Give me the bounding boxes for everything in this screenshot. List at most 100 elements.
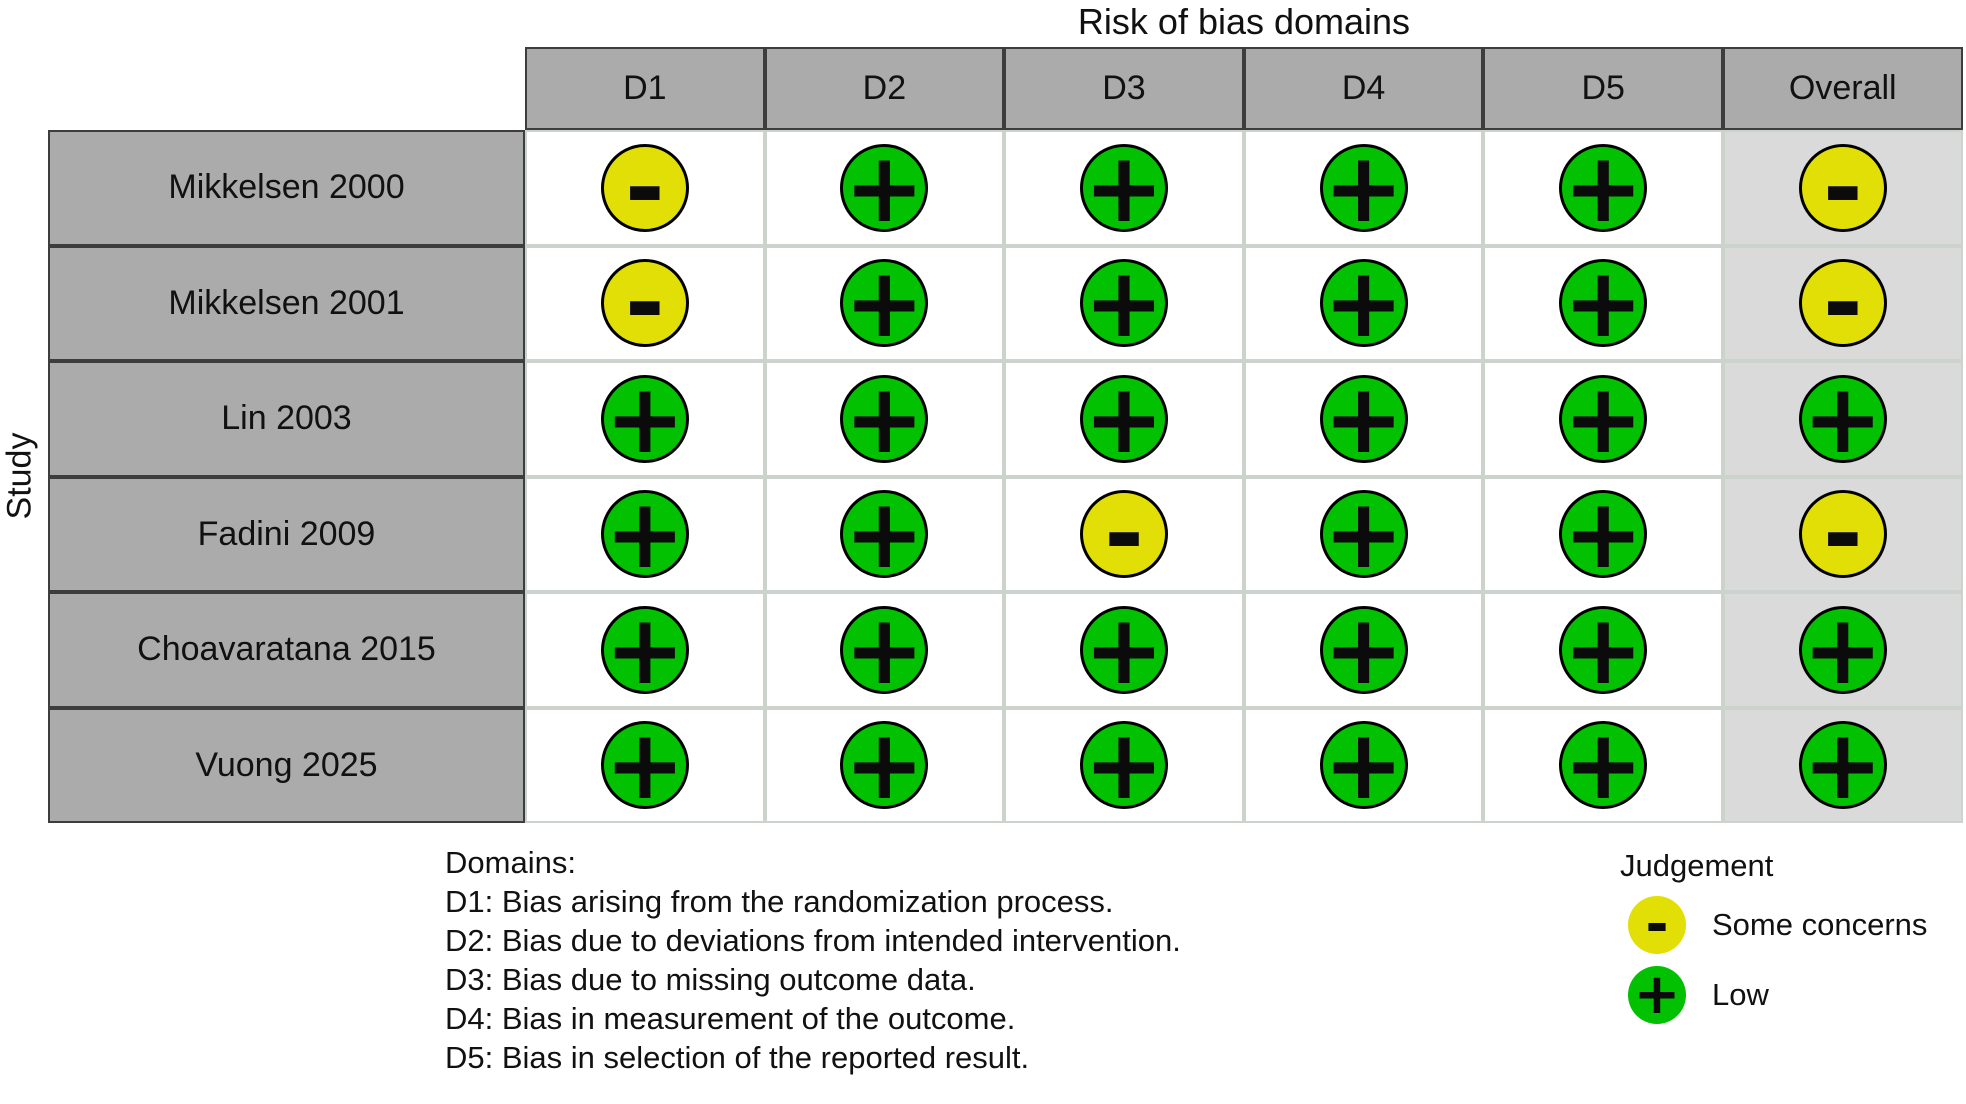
judgement-cell: + [1722,592,1963,708]
judgement-circle-low: + [600,371,689,467]
column-header-overall: Overall [1722,47,1963,130]
judgement-cell: + [1483,130,1723,246]
judgement-circle-some-concerns: - [1798,140,1887,236]
plus-icon: + [1562,247,1644,360]
minus-icon: - [624,247,665,360]
table-corner-spacer [48,47,525,130]
judgement-cell: + [1243,245,1484,361]
plus-icon: + [1323,362,1404,475]
judgement-circle-low: + [1559,486,1648,582]
judgement-cell: + [764,245,1005,361]
judgement-circle-low: + [840,602,929,698]
some-concerns-circle: - [1628,896,1686,954]
plus-icon: + [604,709,686,822]
judgement-circle-some-concerns: - [600,140,689,236]
judgement-cell: + [764,707,1005,823]
legend-item-low: + Low [1620,966,1927,1024]
judgement-cell: + [1483,476,1723,592]
judgement-circle-low: + [840,140,929,236]
judgement-circle-low: + [1319,255,1408,351]
plus-icon: + [1323,131,1404,244]
plus-icon: + [1083,131,1165,244]
plus-icon: + [604,478,686,591]
judgement-cell: + [1483,361,1723,477]
row-header-study: Lin 2003 [48,361,525,477]
plus-icon: + [1083,709,1165,822]
plus-icon: + [844,709,925,822]
footnote-line-d3: D3: Bias due to missing outcome data. [445,962,976,997]
low-risk-circle: + [1628,966,1686,1024]
column-header-d1: D1 [525,47,765,130]
judgement-circle-some-concerns: - [1798,255,1887,351]
plus-icon: + [1323,593,1404,706]
judgement-cell: + [764,592,1005,708]
judgement-cell: + [1004,361,1244,477]
judgement-circle-low: + [600,717,689,813]
judgement-circle-some-concerns: - [1798,486,1887,582]
plus-icon: + [844,362,925,475]
minus-icon: - [1822,131,1863,244]
row-header-study: Mikkelsen 2001 [48,245,525,361]
judgement-circle-some-concerns: - [600,255,689,351]
y-axis-label: Study [0,432,39,520]
plus-icon: + [1562,131,1644,244]
domains-footnote: Domains: D1: Bias arising from the rando… [445,843,1181,1077]
footnote-line-d4: D4: Bias in measurement of the outcome. [445,1001,1016,1036]
row-header-study: Fadini 2009 [48,476,525,592]
chart-title: Risk of bias domains [1077,1,1411,42]
judgement-cell: - [1722,245,1963,361]
judgement-cell: + [1722,361,1963,477]
plus-icon: + [1802,709,1883,822]
judgement-cell: + [1243,361,1484,477]
judgement-cell: + [1483,245,1723,361]
column-header-d3: D3 [1004,47,1244,130]
judgement-cell: + [764,361,1005,477]
judgement-circle-low: + [1559,717,1648,813]
judgement-cell: + [1483,592,1723,708]
footnote-line-d5: D5: Bias in selection of the reported re… [445,1040,1030,1075]
plus-icon: + [844,131,925,244]
legend: Judgement - Some concerns + Low [1620,848,1927,1024]
judgement-cell: + [764,476,1005,592]
plus-icon: + [1083,247,1165,360]
plus-icon: + [604,593,686,706]
judgement-circle-low: + [1079,140,1168,236]
judgement-cell: + [525,592,765,708]
plus-icon: + [1562,593,1644,706]
judgement-cell: - [525,130,765,246]
judgement-cell: + [764,130,1005,246]
row-header-study: Vuong 2025 [48,707,525,823]
legend-label-low: Low [1712,977,1769,1012]
plus-icon: + [1562,478,1644,591]
judgement-circle-low: + [1079,371,1168,467]
legend-item-some-concerns: - Some concerns [1620,896,1927,954]
judgement-circle-low: + [1079,717,1168,813]
plus-icon: + [604,362,686,475]
judgement-circle-low: + [1559,140,1648,236]
judgement-circle-low: + [1319,717,1408,813]
judgement-cell: - [525,245,765,361]
judgement-circle-low: + [600,602,689,698]
column-header-d2: D2 [764,47,1005,130]
judgement-circle-low: + [840,717,929,813]
plus-icon: + [844,478,925,591]
judgement-circle-low: + [840,371,929,467]
judgement-cell: + [525,361,765,477]
plus-icon: + [1802,362,1883,475]
legend-label-some-concerns: Some concerns [1712,907,1928,942]
judgement-circle-low: + [600,486,689,582]
minus-icon: - [1645,892,1669,957]
judgement-cell: + [1004,592,1244,708]
minus-icon: - [1822,247,1863,360]
judgement-circle-some-concerns: - [1079,486,1168,582]
minus-icon: - [1104,478,1144,591]
footnote-line-d1: D1: Bias arising from the randomization … [445,884,1114,919]
judgement-cell: + [1243,476,1484,592]
minus-icon: - [624,131,665,244]
judgement-cell: + [1483,707,1723,823]
footnote-line-d2: D2: Bias due to deviations from intended… [445,923,1181,958]
judgement-cell: + [525,707,765,823]
judgement-circle-low: + [1079,602,1168,698]
judgement-cell: + [1722,707,1963,823]
